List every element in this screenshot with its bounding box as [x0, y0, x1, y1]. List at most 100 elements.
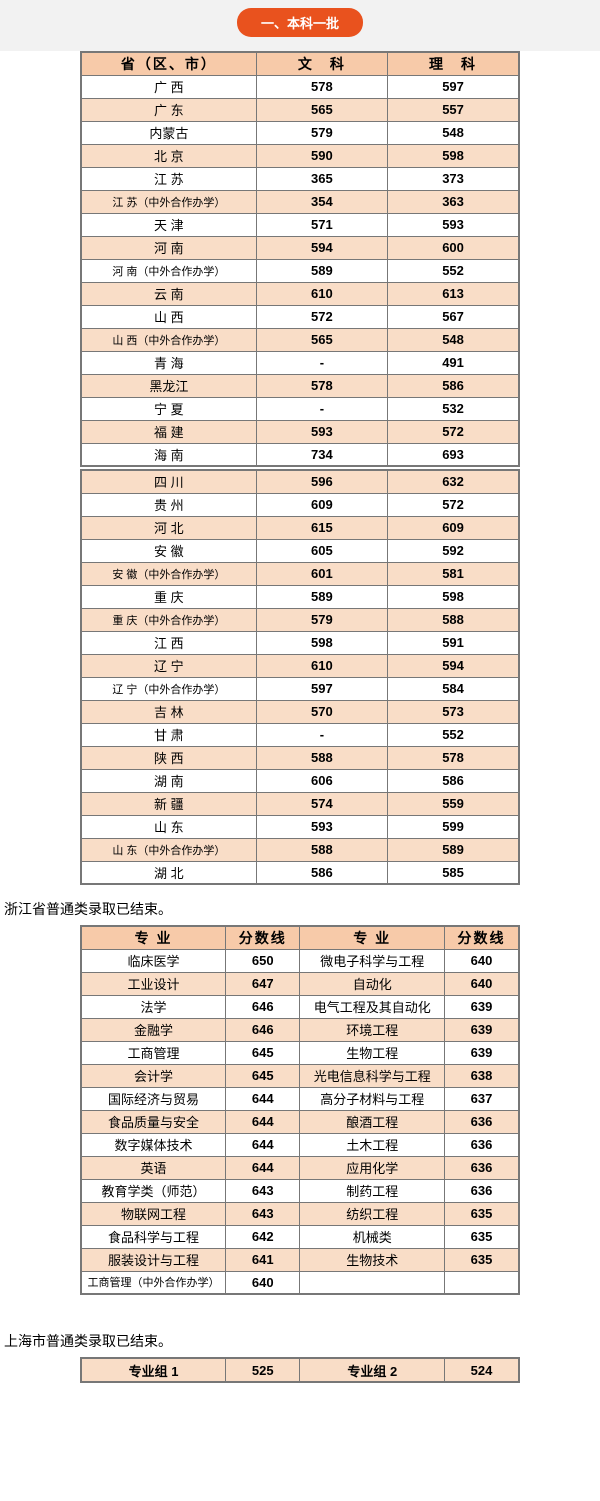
table-row: 重 庆（中外合作办学）579588: [81, 608, 519, 631]
score-cell: 644: [226, 1133, 300, 1156]
zhejiang-note: 浙江省普通类录取已结束。: [4, 899, 596, 919]
table-row: 安 徽（中外合作办学）601581: [81, 562, 519, 585]
province-cell: 河 南: [81, 236, 256, 259]
province-cell: 黑龙江: [81, 374, 256, 397]
col-major: 专 业: [81, 926, 226, 949]
table-row: 专业组 1 525 专业组 2 524: [81, 1358, 519, 1382]
score-cell: [445, 1271, 519, 1294]
table-row: 金融学646环境工程639: [81, 1018, 519, 1041]
province-cell: 山 西（中外合作办学）: [81, 328, 256, 351]
province-cell: 湖 南: [81, 769, 256, 792]
province-cell: 河 南（中外合作办学）: [81, 259, 256, 282]
province-cell: 甘 肃: [81, 723, 256, 746]
arts-score: 734: [256, 443, 387, 466]
major-cell: 自动化: [300, 972, 445, 995]
arts-score: 588: [256, 838, 387, 861]
science-score: 572: [388, 493, 519, 516]
score-cell: 642: [226, 1225, 300, 1248]
score-cell: 640: [445, 949, 519, 972]
science-score: 599: [388, 815, 519, 838]
province-cell: 重 庆（中外合作办学）: [81, 608, 256, 631]
table-row: 英语644应用化学636: [81, 1156, 519, 1179]
table-row: 山 西572567: [81, 305, 519, 328]
table-row: 国际经济与贸易644高分子材料与工程637: [81, 1087, 519, 1110]
major-cell: 数字媒体技术: [81, 1133, 226, 1156]
arts-score: -: [256, 397, 387, 420]
sh-group2-label: 专业组 2: [300, 1358, 445, 1382]
table-row: 山 东593599: [81, 815, 519, 838]
major-cell: 国际经济与贸易: [81, 1087, 226, 1110]
arts-score: 588: [256, 746, 387, 769]
science-score: 600: [388, 236, 519, 259]
arts-score: 578: [256, 374, 387, 397]
province-cell: 内蒙古: [81, 121, 256, 144]
score-cell: 644: [226, 1110, 300, 1133]
table-row: 江 苏365373: [81, 167, 519, 190]
arts-score: 589: [256, 259, 387, 282]
table-row: 工商管理（中外合作办学）640: [81, 1271, 519, 1294]
major-cell: 会计学: [81, 1064, 226, 1087]
table-row: 法学646电气工程及其自动化639: [81, 995, 519, 1018]
arts-score: 565: [256, 98, 387, 121]
table-row: 河 南（中外合作办学）589552: [81, 259, 519, 282]
arts-score: 572: [256, 305, 387, 328]
province-cell: 广 西: [81, 75, 256, 98]
science-score: 597: [388, 75, 519, 98]
arts-score: 596: [256, 470, 387, 493]
arts-score: 579: [256, 608, 387, 631]
major-cell: 金融学: [81, 1018, 226, 1041]
score-cell: 636: [445, 1133, 519, 1156]
province-cell: 贵 州: [81, 493, 256, 516]
science-score: 598: [388, 585, 519, 608]
col-science: 理 科: [388, 52, 519, 75]
science-score: 567: [388, 305, 519, 328]
province-cell: 辽 宁: [81, 654, 256, 677]
table-row: 黑龙江578586: [81, 374, 519, 397]
score-cell: 635: [445, 1225, 519, 1248]
score-cell: 644: [226, 1156, 300, 1179]
arts-score: 354: [256, 190, 387, 213]
table-row: 吉 林570573: [81, 700, 519, 723]
arts-score: 578: [256, 75, 387, 98]
table-row: 数字媒体技术644土木工程636: [81, 1133, 519, 1156]
arts-score: 615: [256, 516, 387, 539]
score-cell: 637: [445, 1087, 519, 1110]
province-cell: 吉 林: [81, 700, 256, 723]
table-row: 河 南594600: [81, 236, 519, 259]
province-cell: 陕 西: [81, 746, 256, 769]
major-cell: 服装设计与工程: [81, 1248, 226, 1271]
province-cell: 青 海: [81, 351, 256, 374]
major-cell: 生物工程: [300, 1041, 445, 1064]
major-cell: [300, 1271, 445, 1294]
science-score: 598: [388, 144, 519, 167]
arts-score: 590: [256, 144, 387, 167]
science-score: 693: [388, 443, 519, 466]
zhejiang-majors-table: 专 业 分数线 专 业 分数线 临床医学650微电子科学与工程640工业设计64…: [80, 925, 520, 1295]
table-row: 云 南610613: [81, 282, 519, 305]
table-row: 临床医学650微电子科学与工程640: [81, 949, 519, 972]
province-cell: 重 庆: [81, 585, 256, 608]
province-cell: 江 苏: [81, 167, 256, 190]
provinces-table-1: 省（区、市） 文 科 理 科 广 西578597广 东565557内蒙古5795…: [80, 51, 520, 467]
science-score: 491: [388, 351, 519, 374]
table-row: 工业设计647自动化640: [81, 972, 519, 995]
table-row: 陕 西588578: [81, 746, 519, 769]
arts-score: 610: [256, 282, 387, 305]
score-cell: 636: [445, 1179, 519, 1202]
major-cell: 微电子科学与工程: [300, 949, 445, 972]
science-score: 363: [388, 190, 519, 213]
major-cell: 食品质量与安全: [81, 1110, 226, 1133]
science-score: 613: [388, 282, 519, 305]
arts-score: 605: [256, 539, 387, 562]
table-row: 内蒙古579548: [81, 121, 519, 144]
science-score: 573: [388, 700, 519, 723]
table-row: 食品质量与安全644酿酒工程636: [81, 1110, 519, 1133]
province-cell: 广 东: [81, 98, 256, 121]
table-row: 天 津571593: [81, 213, 519, 236]
science-score: 632: [388, 470, 519, 493]
score-cell: 645: [226, 1041, 300, 1064]
arts-score: 571: [256, 213, 387, 236]
table-row: 会计学645光电信息科学与工程638: [81, 1064, 519, 1087]
major-cell: 高分子材料与工程: [300, 1087, 445, 1110]
science-score: 552: [388, 259, 519, 282]
